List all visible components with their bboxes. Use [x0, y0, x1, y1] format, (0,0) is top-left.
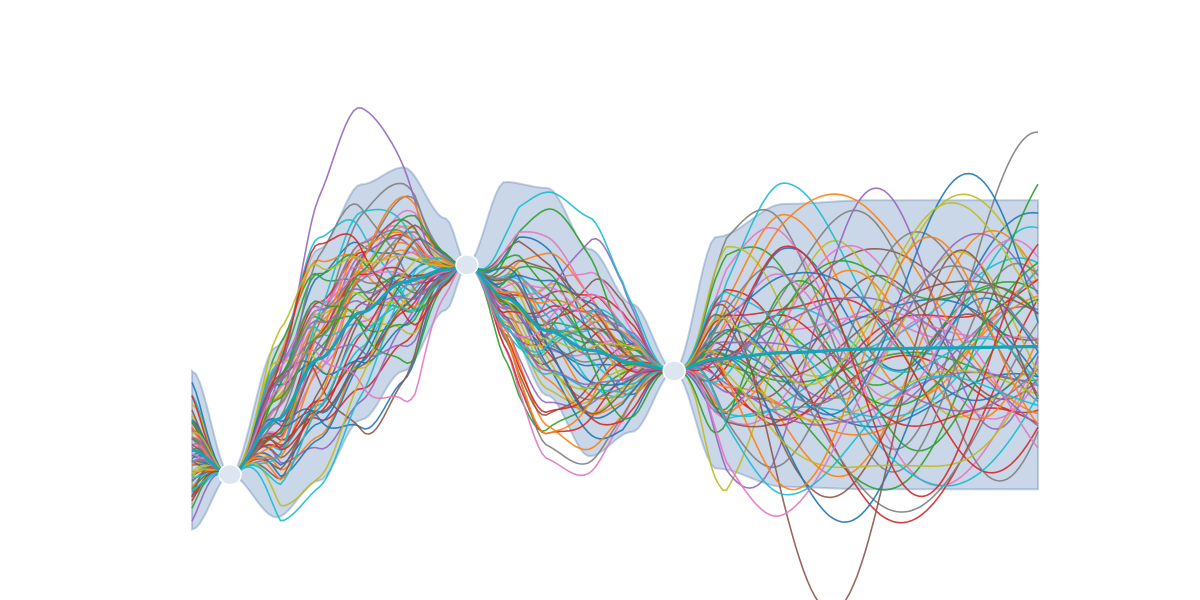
posterior-sample-line: [191, 230, 1039, 476]
posterior-sample-line: [191, 208, 1039, 498]
posterior-mean-line: [191, 263, 1038, 477]
posterior-sample-line: [191, 233, 1039, 476]
posterior-sample-line: [191, 257, 1039, 507]
posterior-sample-line: [191, 264, 1039, 518]
posterior-samples-layer: [191, 107, 1039, 600]
posterior-sample-line: [191, 231, 1039, 476]
posterior-sample-line: [191, 195, 1039, 491]
observation-point: [662, 360, 686, 382]
posterior-sample-line: [191, 264, 1039, 476]
observations-layer: [218, 254, 686, 486]
posterior-sample-line: [191, 224, 1039, 476]
observation-point: [218, 463, 242, 486]
posterior-sample-line: [191, 264, 1039, 523]
posterior-sample-line: [191, 201, 1039, 476]
posterior-sample-line: [191, 259, 1039, 476]
posterior-sample-line: [191, 264, 1039, 496]
posterior-mean-layer: [191, 263, 1038, 477]
posterior-sample-line: [191, 264, 1039, 476]
posterior-sample-line: [191, 264, 1039, 476]
posterior-sample-line: [191, 107, 1039, 489]
observation-point: [455, 254, 479, 276]
posterior-sample-line: [191, 191, 1039, 522]
posterior-sample-line: [191, 231, 1039, 476]
posterior-sample-line: [191, 245, 1039, 476]
posterior-sample-line: [191, 218, 1039, 476]
posterior-sample-line: [191, 238, 1039, 476]
posterior-sample-line: [191, 264, 1039, 476]
